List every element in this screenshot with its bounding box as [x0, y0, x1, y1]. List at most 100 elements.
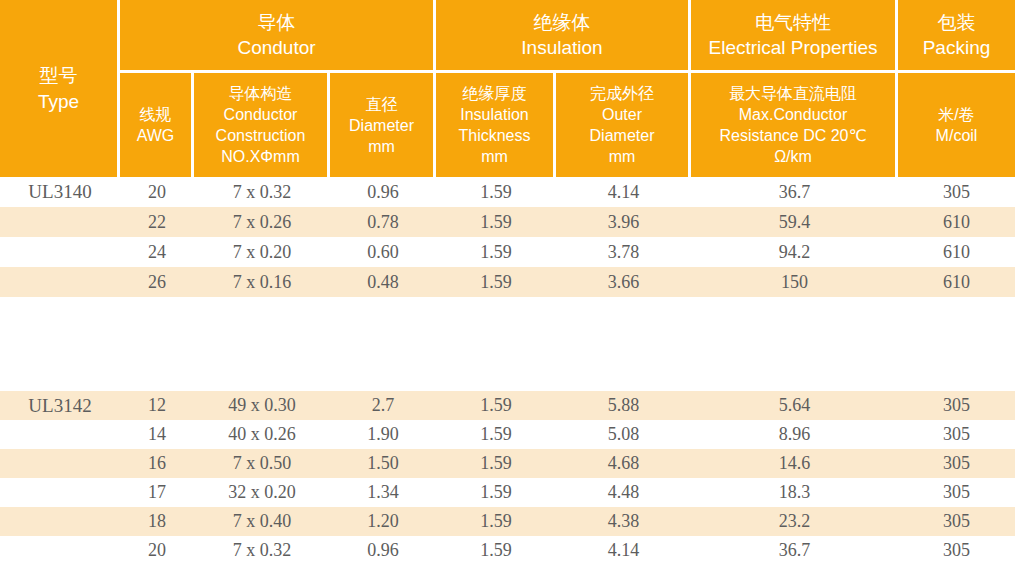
- table-cell: 36.7: [691, 182, 898, 203]
- table-cell: 3.96: [556, 212, 691, 233]
- table-cell: 1.59: [436, 424, 556, 445]
- table-row: 187 x 0.401.201.594.3823.2305: [0, 507, 1015, 536]
- table-cell: 49 x 0.30: [194, 395, 330, 416]
- table-cell: 1.90: [330, 424, 436, 445]
- table-cell: 1.59: [436, 212, 556, 233]
- table-cell: 14.6: [691, 453, 898, 474]
- table-row: UL3140207 x 0.320.961.594.1436.7305: [0, 177, 1015, 207]
- table-cell: 305: [898, 453, 1015, 474]
- table-cell: 1.34: [330, 482, 436, 503]
- table-cell: 32 x 0.20: [194, 482, 330, 503]
- table-cell: 1.59: [436, 395, 556, 416]
- table-cell: 610: [898, 212, 1015, 233]
- table-cell: 7 x 0.26: [194, 212, 330, 233]
- table-cell: 22: [120, 212, 194, 233]
- table-cell: 5.08: [556, 424, 691, 445]
- table-cell: 7 x 0.32: [194, 540, 330, 561]
- table-cell: 1.59: [436, 272, 556, 293]
- table-cell: 59.4: [691, 212, 898, 233]
- table-cell: 16: [120, 453, 194, 474]
- header-type-column: 型号 Type: [0, 0, 120, 177]
- table-cell: 305: [898, 540, 1015, 561]
- header-group-electrical-properties: 电气特性 Electrical Properties: [691, 0, 898, 73]
- table-cell: 14: [120, 424, 194, 445]
- header-group-insulation: 绝缘体 Insulation: [436, 0, 691, 73]
- table-row: 267 x 0.160.481.593.66150610: [0, 267, 1015, 297]
- table-cell: 1.59: [436, 511, 556, 532]
- table-body: UL3140207 x 0.320.961.594.1436.7305227 x…: [0, 177, 1015, 564]
- table-cell: 18.3: [691, 482, 898, 503]
- table-cell: 7 x 0.16: [194, 272, 330, 293]
- header-group-packing: 包装 Packing: [898, 0, 1015, 73]
- table-cell: 305: [898, 395, 1015, 416]
- table-cell: 305: [898, 424, 1015, 445]
- table-cell: 0.96: [330, 182, 436, 203]
- table-row: 207 x 0.320.961.594.1436.7305: [0, 536, 1015, 564]
- table-cell: 0.96: [330, 540, 436, 561]
- table-cell: 0.48: [330, 272, 436, 293]
- header-sub-awg: 线规 AWG: [120, 73, 194, 177]
- row-type-label: UL3140: [0, 181, 120, 203]
- header-sub-conductor-construction: 导体构造 Conductor Construction NO.XΦmm: [194, 73, 330, 177]
- header-group-conductor: 导体 Condutor: [120, 0, 436, 73]
- table-cell: 305: [898, 182, 1015, 203]
- table-cell: 23.2: [691, 511, 898, 532]
- header-sub-m-per-coil: 米/卷 M/coil: [898, 73, 1015, 177]
- table-cell: 7 x 0.32: [194, 182, 330, 203]
- table-cell: 8.96: [691, 424, 898, 445]
- table-cell: 7 x 0.40: [194, 511, 330, 532]
- table-block-ul3140: UL3140207 x 0.320.961.594.1436.7305227 x…: [0, 177, 1015, 297]
- table-cell: 4.14: [556, 540, 691, 561]
- table-cell: 305: [898, 511, 1015, 532]
- table-cell: 1.59: [436, 242, 556, 263]
- table-cell: 4.14: [556, 182, 691, 203]
- row-type-label: UL3142: [0, 395, 120, 417]
- table-cell: 1.59: [436, 482, 556, 503]
- header-sub-outer-diameter: 完成外径 Outer Diameter mm: [556, 73, 691, 177]
- table-cell: 2.7: [330, 395, 436, 416]
- table-cell: 20: [120, 540, 194, 561]
- table-cell: 150: [691, 272, 898, 293]
- table-cell: 0.60: [330, 242, 436, 263]
- table-row: 227 x 0.260.781.593.9659.4610: [0, 207, 1015, 237]
- table-row: 167 x 0.501.501.594.6814.6305: [0, 449, 1015, 478]
- header-sub-insulation-thickness: 绝缘厚度 Insulation Thickness mm: [436, 73, 556, 177]
- table-row: 247 x 0.200.601.593.7894.2610: [0, 237, 1015, 267]
- table-cell: 4.68: [556, 453, 691, 474]
- table-cell: 5.88: [556, 395, 691, 416]
- table-cell: 1.50: [330, 453, 436, 474]
- table-cell: 20: [120, 182, 194, 203]
- table-cell: 1.59: [436, 540, 556, 561]
- block-spacer: [0, 297, 1015, 391]
- table-cell: 1.20: [330, 511, 436, 532]
- table-cell: 7 x 0.50: [194, 453, 330, 474]
- table-cell: 5.64: [691, 395, 898, 416]
- table-cell: 94.2: [691, 242, 898, 263]
- table-cell: 36.7: [691, 540, 898, 561]
- table-cell: 610: [898, 272, 1015, 293]
- table-cell: 1.59: [436, 182, 556, 203]
- header-sub-max-resistance: 最大导体直流电阻 Max.Conductor Resistance DC 20℃…: [691, 73, 898, 177]
- table-cell: 18: [120, 511, 194, 532]
- table-cell: 1.59: [436, 453, 556, 474]
- table-row: UL31421249 x 0.302.71.595.885.64305: [0, 391, 1015, 420]
- table-cell: 305: [898, 482, 1015, 503]
- table-cell: 40 x 0.26: [194, 424, 330, 445]
- table-cell: 12: [120, 395, 194, 416]
- table-row: 1440 x 0.261.901.595.088.96305: [0, 420, 1015, 449]
- table-cell: 3.66: [556, 272, 691, 293]
- table-cell: 26: [120, 272, 194, 293]
- spec-sheet-page: 型号 Type 导体 Condutor 绝缘体 Insulation 电气特性 …: [0, 0, 1015, 564]
- table-cell: 24: [120, 242, 194, 263]
- table-block-ul3142: UL31421249 x 0.302.71.595.885.643051440 …: [0, 391, 1015, 564]
- table-cell: 4.48: [556, 482, 691, 503]
- table-cell: 610: [898, 242, 1015, 263]
- table-header: 型号 Type 导体 Condutor 绝缘体 Insulation 电气特性 …: [0, 0, 1015, 177]
- table-row: 1732 x 0.201.341.594.4818.3305: [0, 478, 1015, 507]
- header-sub-diameter: 直径 Diameter mm: [330, 73, 436, 177]
- table-cell: 0.78: [330, 212, 436, 233]
- table-cell: 7 x 0.20: [194, 242, 330, 263]
- table-cell: 3.78: [556, 242, 691, 263]
- table-cell: 17: [120, 482, 194, 503]
- table-cell: 4.38: [556, 511, 691, 532]
